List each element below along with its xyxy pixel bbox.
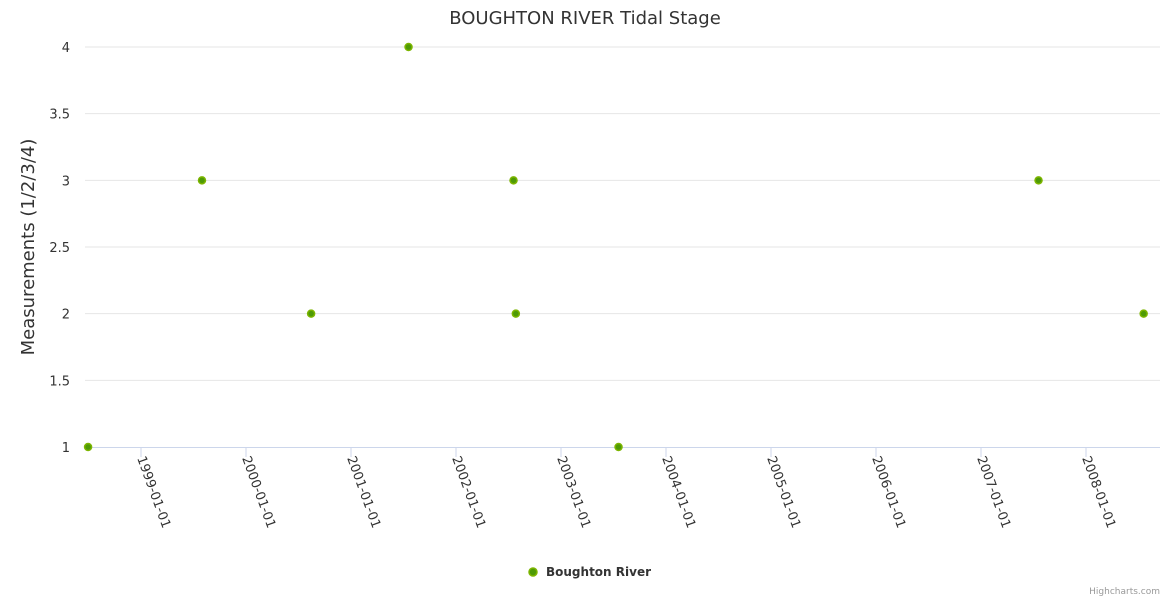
data-point[interactable]	[509, 176, 518, 185]
y-tick-label: 1.5	[49, 374, 70, 389]
data-point[interactable]	[83, 442, 93, 452]
y-axis-label: Measurements (1/2/3/4)	[18, 139, 39, 356]
data-point[interactable]	[1034, 176, 1043, 185]
x-tick-label: 2004-01-01	[658, 454, 698, 530]
data-point[interactable]	[1139, 309, 1148, 318]
x-tick-label: 2003-01-01	[553, 454, 593, 530]
y-tick-label: 4	[62, 41, 70, 56]
y-tick-label: 2.5	[49, 241, 70, 256]
legend-label: Boughton River	[546, 565, 651, 579]
credits-link[interactable]: Highcharts.com	[1089, 587, 1160, 597]
chart-title: BOUGHTON RIVER Tidal Stage	[449, 8, 721, 29]
x-tick-label: 2008-01-01	[1078, 454, 1118, 530]
data-point[interactable]	[511, 309, 521, 318]
x-tick-label: 2000-01-01	[238, 454, 278, 530]
data-point[interactable]	[614, 442, 623, 452]
legend-item[interactable]: Boughton River	[528, 565, 651, 579]
y-tick-label: 2	[62, 308, 70, 323]
data-point[interactable]	[404, 42, 413, 52]
x-tick-label: 2005-01-01	[763, 454, 803, 530]
data-point[interactable]	[197, 176, 207, 185]
data-point[interactable]	[306, 309, 316, 318]
x-tick-label: 2002-01-01	[448, 454, 488, 530]
x-tick-label: 1999-01-01	[133, 454, 173, 530]
x-tick-label: 2001-01-01	[343, 454, 383, 530]
y-tick-label: 3.5	[49, 108, 70, 123]
y-tick-label: 3	[62, 174, 70, 189]
x-tick-label: 2006-01-01	[868, 454, 908, 530]
x-tick-label: 2007-01-01	[973, 454, 1013, 530]
legend-marker	[528, 567, 538, 577]
y-tick-label: 1	[62, 441, 70, 456]
